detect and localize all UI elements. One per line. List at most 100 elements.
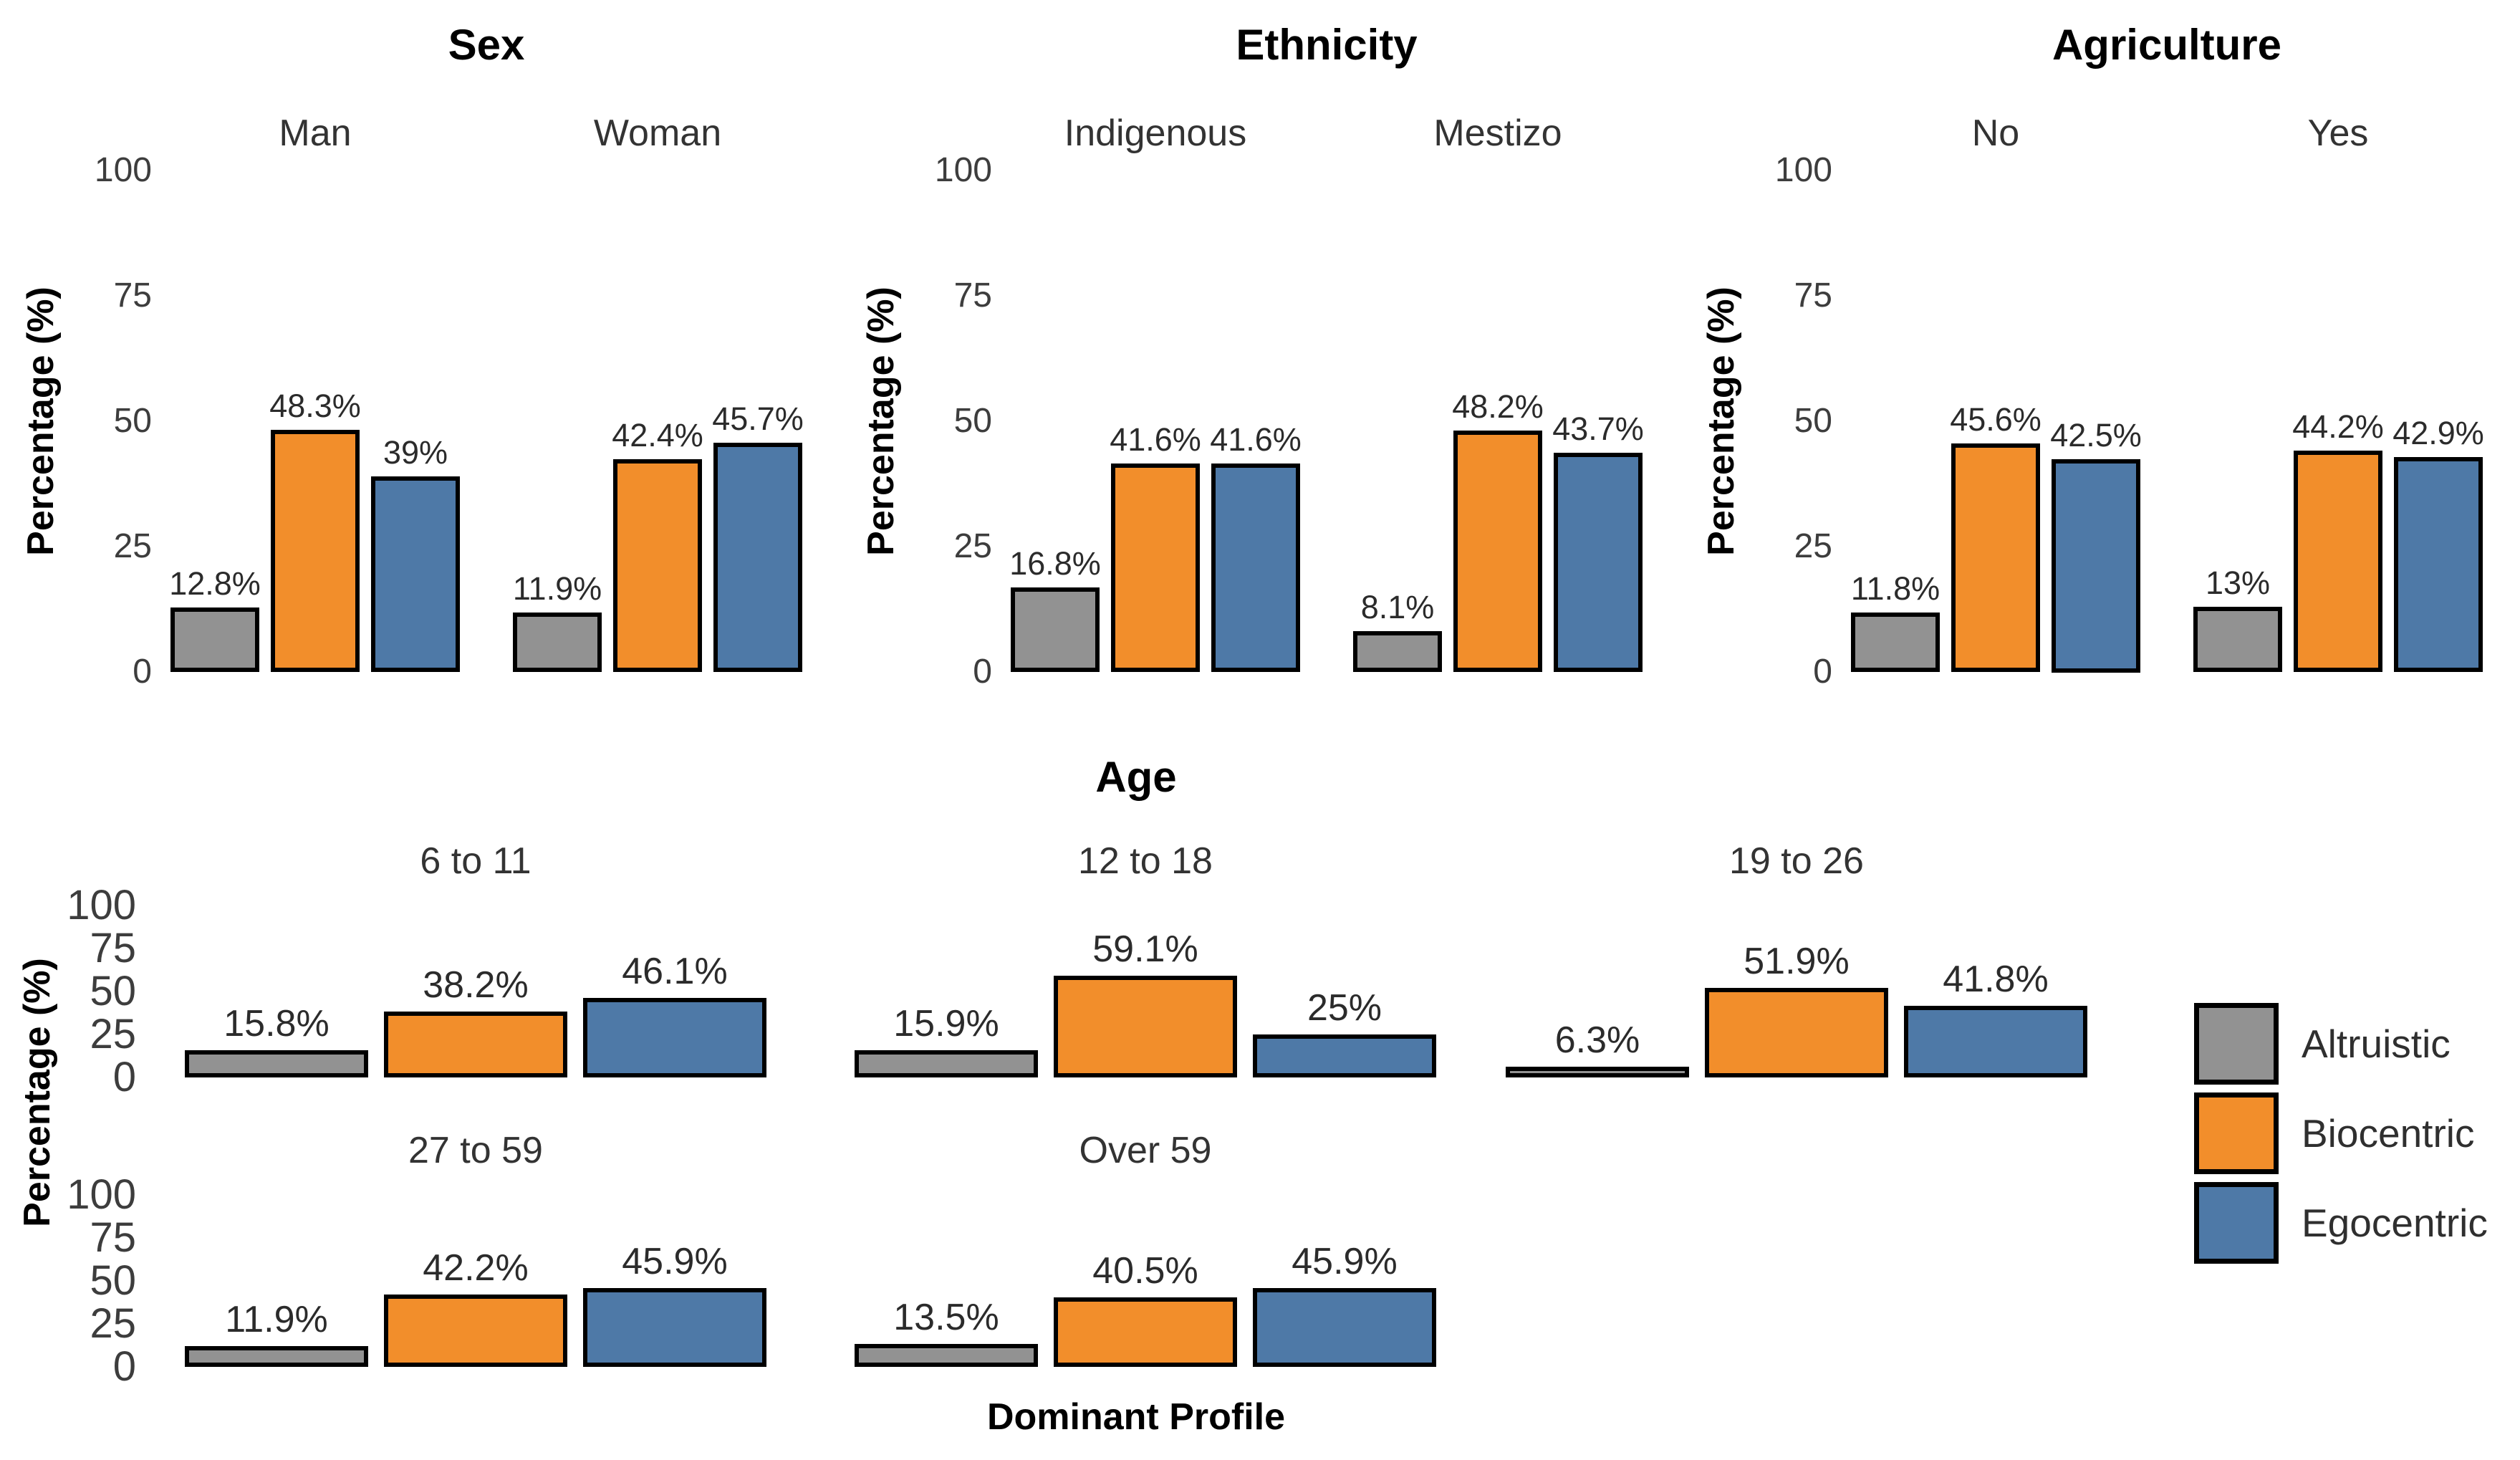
y-tick-label: 25 <box>953 527 992 565</box>
y-tick-label: 100 <box>94 151 152 189</box>
y-tick-label: 100 <box>67 1171 136 1218</box>
bar-value-label: 43.7% <box>1552 410 1644 447</box>
bar-value-label: 40.5% <box>1092 1250 1198 1292</box>
y-tick-label: 100 <box>1774 151 1832 189</box>
legend: Altruistic Biocentric Egocentric <box>2194 1003 2488 1272</box>
bar-value-label: 6.3% <box>1554 1019 1640 1061</box>
bar-value-label: 11.8% <box>1850 570 1941 607</box>
bar-value-label: 11.9% <box>225 1299 328 1340</box>
bar-value-label: 39% <box>383 434 448 471</box>
bar-egocentric <box>1554 453 1643 672</box>
age-group-label: Over 59 <box>1079 1130 1212 1171</box>
facet-panel-agriculture: Agriculture Percentage (%) 0 25 50 75 100 No 11.… <box>1680 0 2520 724</box>
facet-title: Agriculture <box>2052 21 2282 69</box>
y-tick-label: 25 <box>90 1011 136 1057</box>
bar-egocentric <box>1211 464 1300 672</box>
x-axis-label: Dominant Profile <box>986 1396 1286 1438</box>
y-tick-label: 75 <box>113 277 152 314</box>
bar-biocentric <box>1054 976 1237 1077</box>
bar-biocentric <box>1453 431 1542 672</box>
bar-altruistic <box>185 1346 368 1367</box>
y-tick-label: 0 <box>973 653 992 691</box>
age-group-label: 12 to 18 <box>1078 840 1213 882</box>
facet-title: Ethnicity <box>1236 21 1418 69</box>
facet-panel-ethnicity: Ethnicity Percentage (%) 0 25 50 75 100 Indigen… <box>840 0 1680 724</box>
bar-egocentric <box>1253 1288 1436 1367</box>
bar-altruistic <box>1353 631 1442 672</box>
bar-value-label: 45.9% <box>622 1241 728 1282</box>
bar-biocentric <box>2294 451 2382 672</box>
bar-altruistic <box>855 1050 1038 1077</box>
legend-label: Biocentric <box>2302 1111 2475 1156</box>
bar-value-label: 15.8% <box>223 1003 330 1044</box>
y-tick-label: 50 <box>1794 402 1832 440</box>
legend-item-egocentric: Egocentric <box>2194 1182 2488 1264</box>
bar-egocentric <box>713 443 802 672</box>
group-label: Mestizo <box>1433 112 1562 154</box>
bar-egocentric <box>583 998 766 1077</box>
bar-value-label: 42.5% <box>2050 417 2142 453</box>
bar-altruistic <box>1506 1067 1689 1077</box>
bar-egocentric <box>371 476 460 672</box>
bar-biocentric <box>384 1012 567 1077</box>
legend-item-altruistic: Altruistic <box>2194 1003 2488 1085</box>
bar-egocentric <box>1904 1006 2087 1077</box>
bar-value-label: 41.6% <box>1110 421 1201 458</box>
age-group-label: 6 to 11 <box>420 840 532 882</box>
bar-value-label: 12.8% <box>169 565 261 602</box>
bar-value-label: 44.2% <box>2292 408 2384 445</box>
y-tick-label: 50 <box>113 402 152 440</box>
y-tick-label: 25 <box>113 527 152 565</box>
y-tick-label: 75 <box>1794 277 1832 314</box>
legend-item-biocentric: Biocentric <box>2194 1092 2488 1174</box>
y-tick-label: 0 <box>133 653 152 691</box>
y-tick-label: 100 <box>934 151 992 189</box>
bar-value-label: 46.1% <box>622 951 728 992</box>
bar-value-label: 41.6% <box>1210 421 1302 458</box>
y-tick-label: 100 <box>67 882 136 928</box>
bar-value-label: 51.9% <box>1744 941 1850 982</box>
bar-egocentric <box>2052 459 2140 673</box>
egocentric-swatch-icon <box>2194 1182 2279 1264</box>
bar-value-label: 45.9% <box>1292 1241 1398 1282</box>
y-tick-label: 50 <box>90 968 136 1014</box>
bar-egocentric <box>583 1288 766 1367</box>
bar-value-label: 59.1% <box>1092 928 1198 970</box>
bar-value-label: 42.9% <box>2392 415 2484 451</box>
y-tick-label: 0 <box>112 1054 136 1100</box>
legend-label: Egocentric <box>2302 1201 2488 1245</box>
bar-biocentric <box>1111 464 1200 672</box>
bar-altruistic <box>2193 607 2282 672</box>
bar-value-label: 41.8% <box>1943 959 2049 1000</box>
bar-value-label: 13% <box>2205 565 2271 601</box>
group-label: Woman <box>593 112 722 154</box>
bar-egocentric <box>2394 457 2483 672</box>
bar-altruistic <box>170 607 259 672</box>
bar-value-label: 8.1% <box>1360 589 1435 625</box>
age-section-title: Age <box>1095 753 1177 801</box>
y-tick-label: 0 <box>1813 653 1832 691</box>
bar-value-label: 13.5% <box>893 1297 999 1338</box>
facet-panel-sex: Sex Percentage (%) 0 25 50 75 100 Man 12.8% 48.3%… <box>0 0 840 724</box>
facet-title: Sex <box>448 21 525 69</box>
bar-value-label: 11.9% <box>512 570 602 607</box>
bar-biocentric <box>1054 1297 1237 1367</box>
y-tick-label: 50 <box>90 1257 136 1304</box>
y-tick-label: 25 <box>1794 527 1832 565</box>
bar-altruistic <box>1851 613 1940 672</box>
bar-altruistic <box>855 1344 1038 1367</box>
bar-egocentric <box>1253 1034 1436 1077</box>
legend-label: Altruistic <box>2302 1022 2451 1066</box>
bar-altruistic <box>185 1050 368 1077</box>
bar-value-label: 38.2% <box>423 964 529 1006</box>
group-label: Man <box>279 112 352 154</box>
bar-value-label: 48.2% <box>1452 388 1544 425</box>
bar-value-label: 42.4% <box>612 417 703 453</box>
group-label: Yes <box>2307 112 2369 154</box>
bar-biocentric <box>271 430 360 672</box>
altruistic-swatch-icon <box>2194 1003 2279 1085</box>
y-tick-label: 75 <box>953 277 992 314</box>
y-tick-label: 25 <box>90 1300 136 1347</box>
group-label: Indigenous <box>1064 112 1247 154</box>
